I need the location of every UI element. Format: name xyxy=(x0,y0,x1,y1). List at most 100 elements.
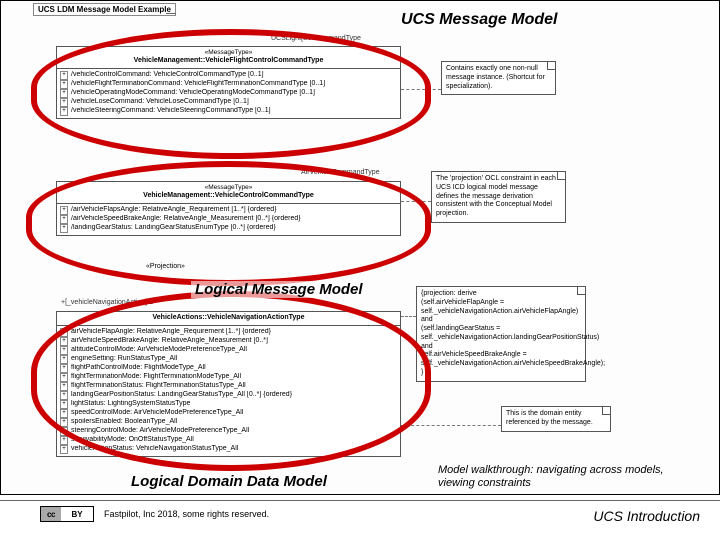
expand-icon[interactable]: + xyxy=(60,436,68,445)
expand-icon[interactable]: + xyxy=(60,107,68,116)
attr-text: airVehicleFlapAngle: RelativeAngle_Requi… xyxy=(71,328,271,335)
expand-icon[interactable]: + xyxy=(60,364,68,373)
attr-text: engineSetting: RunStatusType_All xyxy=(71,355,177,362)
expand-icon[interactable]: + xyxy=(60,206,68,215)
expand-icon[interactable]: + xyxy=(60,346,68,355)
expand-icon[interactable]: + xyxy=(60,355,68,364)
classname-2: VehicleManagement::VehicleControlCommand… xyxy=(143,192,314,199)
expand-icon[interactable]: + xyxy=(60,328,68,337)
expand-icon[interactable]: + xyxy=(60,427,68,436)
diagram-canvas: UCS LDM Message Model Example UCS Messag… xyxy=(0,0,720,495)
uml-body-3: +airVehicleFlapAngle: RelativeAngle_Requ… xyxy=(57,326,400,456)
attr-text: /airVehicleFlapsAngle: RelativeAngle_Req… xyxy=(71,206,276,213)
attr-row: +/vehicleSteeringCommand: VehicleSteerin… xyxy=(60,107,397,116)
attr-row: +/landingGearStatus: LandingGearStatusEn… xyxy=(60,224,397,233)
expand-icon[interactable]: + xyxy=(60,80,68,89)
attr-text: flightTerminationStatus: FlightTerminati… xyxy=(71,382,246,389)
attr-row: +landingGearPositionStatus: LandingGearS… xyxy=(60,391,397,400)
uml-box-flight-control: «MessageType» VehicleManagement::Vehicle… xyxy=(56,46,401,119)
attr-row: +steeringControlMode: AirVehicleModePref… xyxy=(60,427,397,436)
expand-icon[interactable]: + xyxy=(60,224,68,233)
attr-text: speedControlMode: AirVehicleModePreferen… xyxy=(71,409,243,416)
expand-icon[interactable]: + xyxy=(60,337,68,346)
attr-row: +/airVehicleSpeedBrakeAngle: RelativeAng… xyxy=(60,215,397,224)
attr-row: +/vehicleFlightTerminationCommand: Vehic… xyxy=(60,80,397,89)
attr-text: landingGearPositionStatus: LandingGearSt… xyxy=(71,391,292,398)
note4-connector xyxy=(401,425,501,426)
uml-body-1: +/vehicleControlCommand: VehicleControlC… xyxy=(57,69,400,118)
projection-label: «Projection» xyxy=(146,263,185,270)
attr-text: /vehicleControlCommand: VehicleControlCo… xyxy=(71,71,264,78)
expand-icon[interactable]: + xyxy=(60,89,68,98)
attr-row: +speedControlMode: AirVehicleModePrefere… xyxy=(60,409,397,418)
expand-icon[interactable]: + xyxy=(60,409,68,418)
expand-icon[interactable]: + xyxy=(60,382,68,391)
classname-1: VehicleManagement::VehicleFlightControlC… xyxy=(134,57,324,64)
expand-icon[interactable]: + xyxy=(60,391,68,400)
copyright-text: Fastpilot, Inc 2018, some rights reserve… xyxy=(104,509,269,519)
expand-icon[interactable]: + xyxy=(60,373,68,382)
classname-3: VehicleActions::VehicleNavigationActionT… xyxy=(153,314,305,321)
attr-row: +/vehicleLoseCommand: VehicleLoseCommand… xyxy=(60,98,397,107)
attr-row: +flightTerminationStatus: FlightTerminat… xyxy=(60,382,397,391)
walkthrough-caption: Model walkthrough: navigating across mod… xyxy=(438,464,698,490)
cc-license-badge: cc BY xyxy=(40,506,94,522)
expand-icon[interactable]: + xyxy=(60,215,68,224)
attr-row: +/vehicleControlCommand: VehicleControlC… xyxy=(60,71,397,80)
diagram-tab: UCS LDM Message Model Example xyxy=(33,3,176,16)
attr-text: /vehicleLoseCommand: VehicleLoseCommandT… xyxy=(71,98,249,105)
attr-text: survivabilityMode: OnOffStatusType_All xyxy=(71,436,194,443)
expand-icon[interactable]: + xyxy=(60,418,68,427)
note3-line: (self.landingGearStatus = self._vehicleN… xyxy=(421,325,581,351)
box2-outer-label: AirVehicleCommandType xyxy=(301,169,380,176)
note-projection-derive: {projection: derive (self.airVehicleFlap… xyxy=(416,286,586,382)
note1-connector xyxy=(401,89,441,90)
uml-box-navigation-action: VehicleActions::VehicleNavigationActionT… xyxy=(56,311,401,457)
attr-row: +engineSetting: RunStatusType_All xyxy=(60,355,397,364)
expand-icon[interactable]: + xyxy=(60,98,68,107)
uml-head-1: «MessageType» VehicleManagement::Vehicle… xyxy=(57,47,400,69)
stereotype-2: «MessageType» xyxy=(60,184,397,192)
title-ucs-message-model: UCS Message Model xyxy=(401,11,557,29)
attr-row: +survivabilityMode: OnOffStatusType_All xyxy=(60,436,397,445)
attr-text: flightPathControlMode: FlightModeType_Al… xyxy=(71,364,206,371)
attr-text: /vehicleSteeringCommand: VehicleSteering… xyxy=(71,107,271,114)
attr-text: /airVehicleSpeedBrakeAngle: RelativeAngl… xyxy=(71,215,301,222)
expand-icon[interactable]: + xyxy=(60,71,68,80)
attr-row: +/airVehicleFlapsAngle: RelativeAngle_Re… xyxy=(60,206,397,215)
note-contains-one: Contains exactly one non-null message in… xyxy=(441,61,556,95)
note-domain-entity: This is the domain entity referenced by … xyxy=(501,406,611,432)
attr-row: +airVehicleSpeedBrakeAngle: RelativeAngl… xyxy=(60,337,397,346)
attr-text: vehicleActionStatus: VehicleNavigationSt… xyxy=(71,445,238,452)
uml-head-3: VehicleActions::VehicleNavigationActionT… xyxy=(57,312,400,326)
note3-line: self.airVehicleSpeedBrakeAngle = self._v… xyxy=(421,351,581,377)
note3-title: {projection: derive xyxy=(421,290,581,299)
attr-text: spoilersEnabled: BooleanType_All xyxy=(71,418,177,425)
attr-text: altitudeControlMode: AirVehicleModePrefe… xyxy=(71,346,247,353)
note3-line: (self.airVehicleFlapAngle = self._vehicl… xyxy=(421,299,581,325)
expand-icon[interactable]: + xyxy=(60,400,68,409)
attr-text: /vehicleFlightTerminationCommand: Vehicl… xyxy=(71,80,325,87)
box3-outer-label: +[_vehicleNavigationAction]/1 xyxy=(61,299,153,306)
attr-text: steeringControlMode: AirVehicleModePrefe… xyxy=(71,427,249,434)
cc-icon: cc xyxy=(41,507,61,521)
attr-text: lightStatus: LightingSystemStatusType xyxy=(71,400,190,407)
stereotype-1: «MessageType» xyxy=(60,49,397,57)
attr-row: +/vehicleOperatingModeCommand: VehicleOp… xyxy=(60,89,397,98)
box1-outer-label: UCSLight[SetCommandType xyxy=(271,35,361,42)
expand-icon[interactable]: + xyxy=(60,445,68,454)
note-projection-ocl: The 'projection' OCL constraint in each … xyxy=(431,171,566,223)
footer-title: UCS Introduction xyxy=(593,508,700,524)
attr-row: +vehicleActionStatus: VehicleNavigationS… xyxy=(60,445,397,454)
attr-text: flightTerminationMode: FlightTermination… xyxy=(71,373,241,380)
attr-row: +lightStatus: LightingSystemStatusType xyxy=(60,400,397,409)
attr-text: /landingGearStatus: LandingGearStatusEnu… xyxy=(71,224,276,231)
note3-connector xyxy=(401,316,416,317)
tab-connector xyxy=(166,13,176,14)
attr-row: +spoilersEnabled: BooleanType_All xyxy=(60,418,397,427)
cc-by-label: BY xyxy=(61,507,93,521)
attr-text: airVehicleSpeedBrakeAngle: RelativeAngle… xyxy=(71,337,268,344)
attr-row: +flightPathControlMode: FlightModeType_A… xyxy=(60,364,397,373)
note3-body: (self.airVehicleFlapAngle = self._vehicl… xyxy=(421,299,581,378)
uml-head-2: «MessageType» VehicleManagement::Vehicle… xyxy=(57,182,400,204)
